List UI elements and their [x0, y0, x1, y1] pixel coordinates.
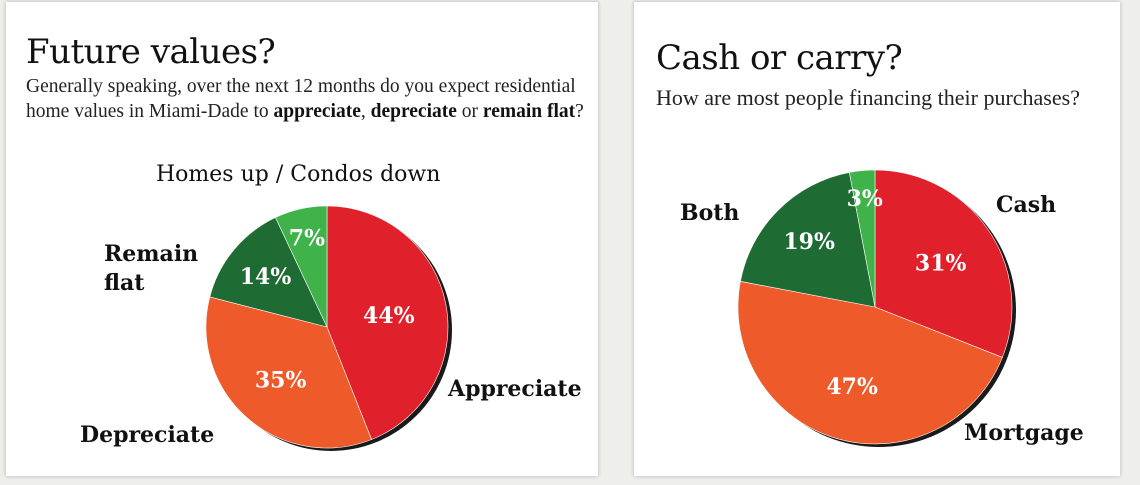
question-remain-flat: remain flat: [482, 101, 576, 122]
legend-label-mortgage: Mortgage: [964, 420, 1084, 446]
pie-chart-1: 44% 35% 14% 7%: [205, 205, 452, 451]
data-label-depreciate: 35%: [255, 368, 307, 394]
question-depreciate: depreciate: [370, 101, 457, 122]
legend-label-both: Both: [680, 200, 740, 226]
question-end: ?: [575, 101, 584, 122]
chart-1-title: Future values?: [26, 32, 276, 72]
question-text: Generally speaking, over the next 12 mon…: [26, 76, 576, 122]
question-sep: ,: [360, 101, 371, 122]
pie-slice-cash: [874, 169, 1013, 358]
data-label-mortgage: 47%: [826, 374, 878, 400]
chart-1-question: Generally speaking, over the next 12 mon…: [26, 74, 586, 124]
pie-slice-remain-flat: [209, 217, 328, 328]
legend-label-appreciate: Appreciate: [448, 376, 582, 402]
data-label-remain-flat: 14%: [240, 264, 292, 290]
pie-slice-both: [740, 172, 876, 308]
data-label-appreciate: 44%: [363, 303, 415, 329]
data-label-both: 19%: [783, 229, 835, 255]
legend-label-depreciate: Depreciate: [80, 422, 215, 448]
legend-label-remain-flat: Remain flat: [104, 241, 199, 296]
question-appreciate: appreciate: [273, 101, 361, 122]
cash-or-carry-panel: Cash or carry? How are most people finan…: [634, 2, 1120, 476]
data-label-other: 3%: [847, 186, 883, 212]
future-values-panel: Future values? Generally speaking, over …: [6, 2, 598, 476]
data-label-homes-up-condos-down: 7%: [289, 225, 325, 251]
pie-chart-2: 31% 47% 19% 3%: [737, 169, 1016, 447]
pie-slice-appreciate: [326, 205, 449, 440]
pie-slice-homes-up-condos-down: [275, 205, 328, 328]
legend-label-homes-up-condos-down: Homes up / Condos down: [156, 162, 441, 187]
chart-2-title: Cash or carry?: [656, 38, 903, 78]
data-label-cash: 31%: [915, 250, 967, 276]
pie-slice-depreciate: [205, 296, 372, 449]
question-sep: or: [456, 101, 483, 122]
legend-label-cash: Cash: [996, 192, 1057, 218]
chart-2-question: How are most people financing their purc…: [656, 85, 1080, 110]
pie-slice-other: [848, 169, 876, 308]
pie-slice-mortgage: [737, 280, 1003, 445]
